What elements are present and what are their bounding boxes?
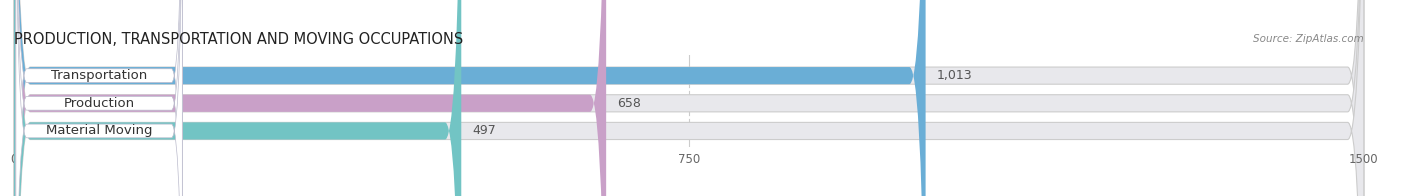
FancyBboxPatch shape [15,0,183,196]
FancyBboxPatch shape [14,0,1364,196]
FancyBboxPatch shape [14,0,606,196]
Text: 1,013: 1,013 [936,69,972,82]
Text: 497: 497 [472,124,496,137]
FancyBboxPatch shape [14,0,1364,196]
Text: Material Moving: Material Moving [46,124,152,137]
Text: Source: ZipAtlas.com: Source: ZipAtlas.com [1253,34,1364,44]
FancyBboxPatch shape [14,0,1364,196]
FancyBboxPatch shape [14,0,925,196]
Text: Transportation: Transportation [51,69,148,82]
FancyBboxPatch shape [15,0,183,196]
FancyBboxPatch shape [14,0,461,196]
Text: Production: Production [63,97,135,110]
Text: PRODUCTION, TRANSPORTATION AND MOVING OCCUPATIONS: PRODUCTION, TRANSPORTATION AND MOVING OC… [14,32,464,47]
Text: 658: 658 [617,97,641,110]
FancyBboxPatch shape [15,0,183,196]
